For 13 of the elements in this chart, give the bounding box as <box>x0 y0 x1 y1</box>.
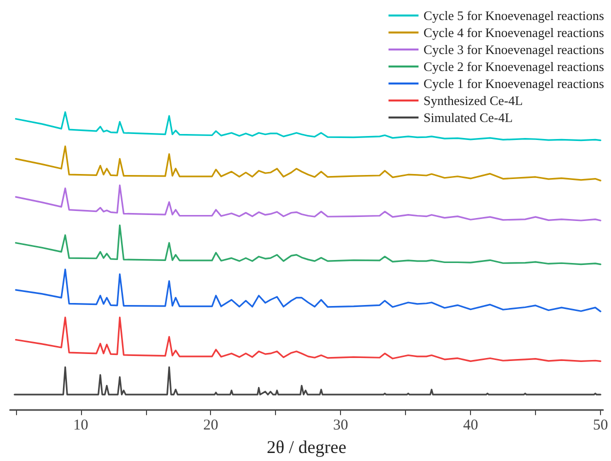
legend-label: Cycle 1 for Knoevenagel reactions <box>424 76 604 91</box>
x-axis-title: 2θ / degree <box>266 437 346 457</box>
x-tick-label: 40 <box>463 418 478 434</box>
legend-label: Cycle 3 for Knoevenagel reactions <box>424 42 604 57</box>
x-tick-label: 50 <box>593 418 608 434</box>
legend-label: Cycle 5 for Knoevenagel reactions <box>424 8 604 23</box>
x-tick-label: 20 <box>203 418 218 434</box>
legend-label: Cycle 4 for Knoevenagel reactions <box>424 25 604 40</box>
x-tick-label: 30 <box>333 418 348 434</box>
legend-label: Synthesized Ce-4L <box>424 93 523 108</box>
legend-label: Simulated Ce-4L <box>424 110 513 125</box>
x-tick-label: 10 <box>73 418 88 434</box>
legend-label: Cycle 2 for Knoevenagel reactions <box>424 59 604 74</box>
